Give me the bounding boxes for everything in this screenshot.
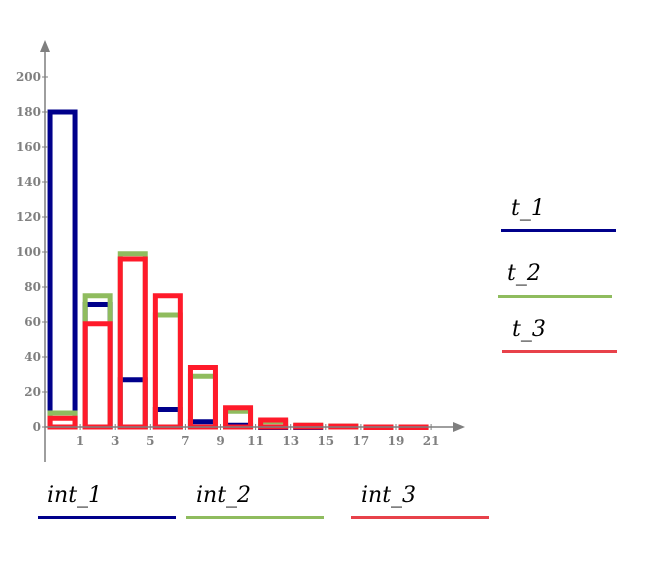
bars-layer bbox=[47, 109, 429, 430]
y-tick-label-60: 60 bbox=[24, 315, 41, 329]
y-tick-label-100: 100 bbox=[16, 245, 41, 259]
x-axis-arrow bbox=[453, 422, 465, 432]
legend-int2-label: int_2 bbox=[196, 483, 252, 508]
bar-s3-2 bbox=[117, 256, 148, 430]
x-tick-label-21: 21 bbox=[423, 434, 440, 448]
x-tick-label-13: 13 bbox=[282, 434, 299, 448]
legend-t3-label: t_3 bbox=[512, 317, 546, 342]
x-tick-label-1: 1 bbox=[76, 434, 84, 448]
legend-t3-line bbox=[502, 350, 617, 353]
bar-s3-1 bbox=[82, 321, 113, 430]
y-tick-label-80: 80 bbox=[24, 280, 41, 294]
legend-t1-label: t_1 bbox=[511, 196, 545, 221]
legend-int3-label: int_3 bbox=[361, 483, 417, 508]
y-tick-label-0: 0 bbox=[33, 420, 41, 434]
x-tick-label-3: 3 bbox=[111, 434, 119, 448]
legend-t1-line bbox=[501, 229, 616, 232]
y-tick-label-20: 20 bbox=[24, 385, 41, 399]
bar-s2-2 bbox=[117, 251, 148, 430]
y-tick-label-200: 200 bbox=[16, 70, 41, 84]
bar-s1-0 bbox=[47, 109, 78, 430]
y-axis-arrow bbox=[40, 40, 50, 52]
y-tick-label-120: 120 bbox=[16, 210, 41, 224]
x-tick-label-7: 7 bbox=[181, 434, 189, 448]
legend-int3-line bbox=[351, 516, 489, 519]
y-tick-label-140: 140 bbox=[16, 175, 41, 189]
x-tick-label-19: 19 bbox=[388, 434, 405, 448]
x-tick-label-9: 9 bbox=[216, 434, 224, 448]
legend-t2-line bbox=[498, 295, 612, 298]
x-tick-label-11: 11 bbox=[247, 434, 264, 448]
legend-int2-line bbox=[186, 516, 324, 519]
legend-int1-line bbox=[38, 516, 176, 519]
y-tick-label-180: 180 bbox=[16, 105, 41, 119]
bar-s1-2 bbox=[117, 377, 148, 430]
y-tick-label-40: 40 bbox=[24, 350, 41, 364]
x-tick-label-5: 5 bbox=[146, 434, 154, 448]
x-tick-label-15: 15 bbox=[317, 434, 334, 448]
x-tick-label-17: 17 bbox=[353, 434, 370, 448]
bar-s1-3 bbox=[152, 407, 183, 430]
bar-s3-0 bbox=[47, 415, 78, 430]
legend-t2-label: t_2 bbox=[507, 261, 541, 286]
legend-int1-label: int_1 bbox=[47, 483, 103, 508]
bar-s2-1 bbox=[82, 293, 113, 430]
axes-layer bbox=[40, 40, 465, 462]
y-tick-label-160: 160 bbox=[16, 140, 41, 154]
